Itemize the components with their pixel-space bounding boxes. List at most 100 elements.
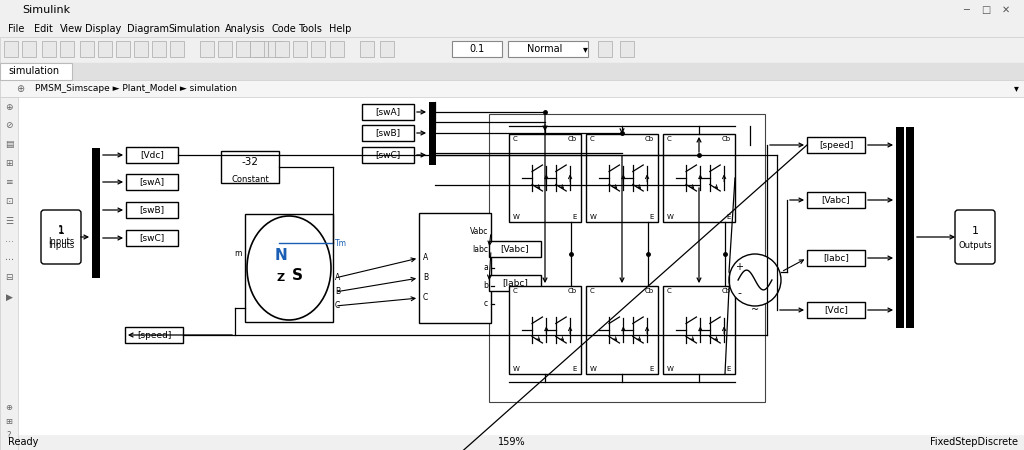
Bar	[0, 63, 1024, 80]
Text: □: □	[981, 5, 990, 15]
Text: [Vdc]: [Vdc]	[140, 150, 164, 159]
Bar	[4, 41, 18, 57]
Bar	[221, 151, 279, 183]
Text: 1: 1	[972, 226, 979, 236]
Text: Ready: Ready	[8, 437, 38, 447]
Text: Tools: Tools	[298, 23, 322, 33]
Text: S: S	[292, 269, 302, 284]
Text: ▾: ▾	[1014, 84, 1019, 94]
Text: [Vdc]: [Vdc]	[824, 306, 848, 315]
Text: Cb: Cb	[645, 288, 654, 294]
Bar	[807, 137, 865, 153]
Bar	[116, 41, 130, 57]
Text: C: C	[423, 293, 428, 302]
Bar	[489, 241, 541, 257]
Text: 1: 1	[57, 226, 65, 236]
Bar	[236, 41, 250, 57]
Bar	[807, 192, 865, 208]
Bar	[98, 41, 112, 57]
Bar	[362, 125, 414, 141]
Text: b: b	[483, 282, 488, 291]
Text: Code: Code	[271, 23, 297, 33]
Bar	[126, 147, 178, 163]
Text: ▤: ▤	[5, 140, 13, 149]
Bar	[60, 41, 74, 57]
Text: [Iabc]: [Iabc]	[502, 279, 528, 288]
Text: [swB]: [swB]	[139, 206, 165, 215]
Text: W: W	[513, 214, 520, 220]
Text: C: C	[590, 136, 595, 142]
FancyBboxPatch shape	[41, 210, 81, 264]
Bar	[250, 41, 264, 57]
Bar	[200, 41, 214, 57]
Text: A: A	[335, 274, 340, 283]
Text: [swC]: [swC]	[376, 150, 400, 159]
Text: ⊡: ⊡	[5, 198, 12, 207]
Text: E: E	[649, 214, 654, 220]
Text: Cb: Cb	[568, 136, 577, 142]
Bar	[92, 148, 100, 278]
Bar	[586, 286, 658, 374]
Text: simulation: simulation	[8, 67, 59, 76]
Text: C: C	[590, 288, 595, 294]
Text: -32: -32	[242, 157, 258, 167]
FancyBboxPatch shape	[955, 210, 995, 264]
Text: +: +	[735, 262, 743, 272]
Text: Constant: Constant	[231, 175, 269, 184]
Bar	[598, 41, 612, 57]
Bar	[22, 41, 36, 57]
Text: ⊟: ⊟	[5, 274, 12, 283]
Bar	[134, 41, 148, 57]
Circle shape	[729, 254, 781, 306]
Text: C: C	[667, 288, 672, 294]
Text: View: View	[59, 23, 83, 33]
Text: E: E	[649, 366, 654, 372]
Text: C: C	[513, 136, 518, 142]
Bar	[380, 41, 394, 57]
Text: 1: 1	[58, 225, 65, 235]
Text: [swC]: [swC]	[139, 234, 165, 243]
Bar	[663, 134, 735, 222]
Text: Inputs: Inputs	[48, 238, 74, 247]
Text: A: A	[423, 253, 428, 262]
Text: ?: ?	[7, 432, 11, 441]
Bar	[489, 275, 541, 291]
Text: ⋯: ⋯	[4, 255, 13, 264]
Bar	[807, 250, 865, 266]
Text: ▾: ▾	[583, 44, 588, 54]
Text: Inputs: Inputs	[48, 240, 74, 249]
Bar	[362, 104, 414, 120]
Bar	[126, 174, 178, 190]
Text: C: C	[667, 136, 672, 142]
Text: Edit: Edit	[34, 23, 52, 33]
Text: [speed]: [speed]	[137, 330, 171, 339]
Text: W: W	[667, 366, 674, 372]
Text: 159%: 159%	[499, 437, 525, 447]
Text: [speed]: [speed]	[819, 140, 853, 149]
Text: Normal: Normal	[527, 44, 562, 54]
Bar	[362, 147, 414, 163]
Text: ≡: ≡	[5, 179, 12, 188]
Text: 0.1: 0.1	[469, 44, 484, 54]
Text: File: File	[8, 23, 25, 33]
Text: Analysis: Analysis	[225, 23, 265, 33]
Text: FixedStepDiscrete: FixedStepDiscrete	[930, 437, 1018, 447]
Bar	[311, 41, 325, 57]
Text: E: E	[727, 214, 731, 220]
Bar	[254, 41, 268, 57]
Bar	[245, 214, 333, 322]
Bar	[293, 41, 307, 57]
Bar	[170, 41, 184, 57]
Text: a: a	[483, 264, 488, 273]
Text: ⊕: ⊕	[5, 404, 12, 413]
Text: B: B	[423, 274, 428, 283]
Bar	[152, 41, 166, 57]
Text: ⊕: ⊕	[5, 103, 12, 112]
Bar	[896, 127, 904, 328]
Text: c: c	[484, 300, 488, 309]
Text: ⊕: ⊕	[16, 84, 24, 94]
Text: E: E	[727, 366, 731, 372]
Bar	[419, 213, 490, 323]
Text: ⊞: ⊞	[5, 159, 12, 168]
Bar	[268, 41, 282, 57]
